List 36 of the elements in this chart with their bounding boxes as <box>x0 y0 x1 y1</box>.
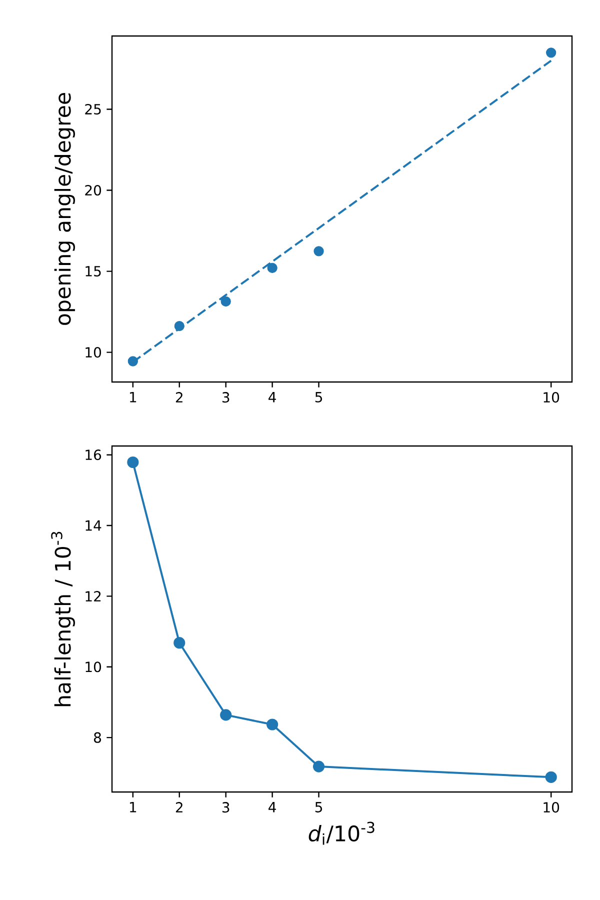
y-axis-title: half-length / 10$^{-3}$ <box>51 532 75 706</box>
x-tick-label: 5 <box>315 392 322 402</box>
point <box>128 356 138 366</box>
x-tick-label: 2 <box>176 802 182 812</box>
y-tick-label: 16 <box>86 450 102 460</box>
x-tick-label: 1 <box>130 802 136 812</box>
point <box>266 718 278 730</box>
x-tick-label: 4 <box>268 802 276 812</box>
y-tick-label: 8 <box>94 732 101 743</box>
y-tick-label: 10 <box>86 662 102 672</box>
point <box>127 456 139 468</box>
x-tick-label: 3 <box>222 392 230 403</box>
y-tick-label: 14 <box>86 520 102 531</box>
point <box>267 262 278 273</box>
y-tick-label: 15 <box>86 266 101 276</box>
x-axis-title: d$_{i}$/10$^{-3}$ <box>308 822 374 845</box>
x-tick-label: 3 <box>222 802 230 813</box>
point <box>174 637 186 649</box>
point <box>220 296 231 307</box>
y-tick-label: 10 <box>86 347 102 358</box>
x-tick-label: 1 <box>130 392 136 402</box>
point <box>314 246 324 256</box>
point <box>545 771 557 783</box>
y-tick-label: 25 <box>85 104 101 115</box>
x-tick-label: 2 <box>176 392 182 402</box>
x-tick-label: 10 <box>544 392 560 403</box>
y-tick-label: 20 <box>85 184 102 196</box>
point <box>174 321 184 332</box>
point <box>312 760 325 772</box>
y-axis-title: opening angle/degree <box>54 93 75 325</box>
point <box>546 48 556 58</box>
y-tick-label: 12 <box>86 591 101 602</box>
x-tick-label: 5 <box>315 802 322 812</box>
x-tick-label: 10 <box>544 802 560 813</box>
x-tick-label: 4 <box>268 392 276 402</box>
point <box>220 709 232 721</box>
